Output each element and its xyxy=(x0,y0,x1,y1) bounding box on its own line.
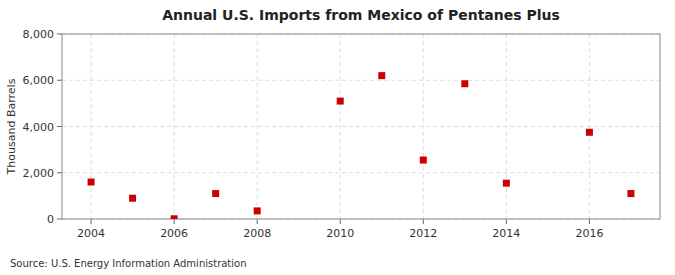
y-tick-label: 6,000 xyxy=(23,74,55,87)
point xyxy=(627,190,634,197)
plot-frame xyxy=(62,34,660,219)
y-axis-label: Thousand Barrels xyxy=(5,78,18,175)
axes: 2004 2006 2008 2010 2012 2014 2016 0 2,000 4,000 6… xyxy=(23,28,604,240)
point xyxy=(129,195,136,202)
point xyxy=(337,98,344,105)
grid xyxy=(62,34,660,219)
x-tick xyxy=(91,219,92,224)
chart-container: 2004 2006 2008 2010 2012 2014 2016 0 2,000 4,000 6… xyxy=(0,0,675,275)
x-tick xyxy=(340,219,341,224)
point xyxy=(171,215,178,219)
source-note: Source: U.S. Energy Information Administ… xyxy=(10,258,247,269)
x-tick-label: 2008 xyxy=(243,227,271,240)
x-tick-label: 2014 xyxy=(492,227,520,240)
y-tick-label: 2,000 xyxy=(23,167,55,180)
x-tick xyxy=(506,219,507,224)
y-tick xyxy=(57,80,62,81)
y-grid-line xyxy=(62,172,660,173)
point xyxy=(254,207,261,214)
y-tick xyxy=(57,172,62,173)
x-tick xyxy=(174,219,175,224)
y-tick xyxy=(57,126,62,127)
point xyxy=(503,180,510,187)
point xyxy=(212,190,219,197)
point xyxy=(88,179,95,186)
x-tick-label: 2012 xyxy=(409,227,437,240)
y-tick xyxy=(57,219,62,220)
y-tick xyxy=(57,34,62,35)
x-tick-label: 2006 xyxy=(160,227,188,240)
x-grid-line xyxy=(257,34,258,219)
y-grid-line xyxy=(62,80,660,81)
x-tick xyxy=(423,219,424,224)
title: Annual U.S. Imports from Mexico of Penta… xyxy=(162,7,560,23)
y-tick-label: 0 xyxy=(47,213,54,226)
x-tick xyxy=(589,219,590,224)
x-grid-line xyxy=(340,34,341,219)
points xyxy=(88,72,635,219)
point xyxy=(461,80,468,87)
point xyxy=(586,129,593,136)
point xyxy=(420,157,427,164)
x-tick-label: 2004 xyxy=(77,227,105,240)
point xyxy=(378,72,385,79)
x-tick-label: 2016 xyxy=(575,227,603,240)
x-tick-label: 2010 xyxy=(326,227,354,240)
y-grid-line xyxy=(62,126,660,127)
x-tick xyxy=(257,219,258,224)
y-tick-label: 8,000 xyxy=(23,28,55,41)
plot-background xyxy=(62,34,660,219)
y-tick-label: 4,000 xyxy=(23,121,55,134)
chart: 2004 2006 2008 2010 2012 2014 2016 0 2,000 4,000 6… xyxy=(0,0,675,275)
